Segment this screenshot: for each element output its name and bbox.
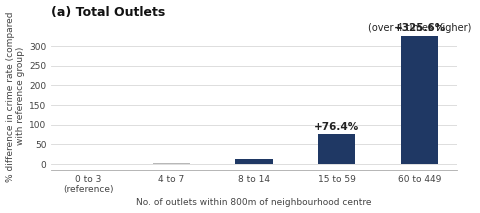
Y-axis label: % difference in crime rate (compared
with reference group): % difference in crime rate (compared wit…: [6, 11, 25, 181]
Text: +76.4%: +76.4%: [314, 122, 360, 132]
Bar: [153, 163, 190, 164]
Bar: [318, 134, 356, 164]
Text: (a) Total Outlets: (a) Total Outlets: [51, 6, 166, 19]
Text: (over 4 times higher): (over 4 times higher): [368, 11, 471, 33]
Text: +325.6%: +325.6%: [394, 23, 446, 33]
Bar: [401, 36, 438, 164]
X-axis label: No. of outlets within 800m of neighbourhood centre: No. of outlets within 800m of neighbourh…: [136, 199, 372, 207]
Bar: [235, 159, 273, 164]
